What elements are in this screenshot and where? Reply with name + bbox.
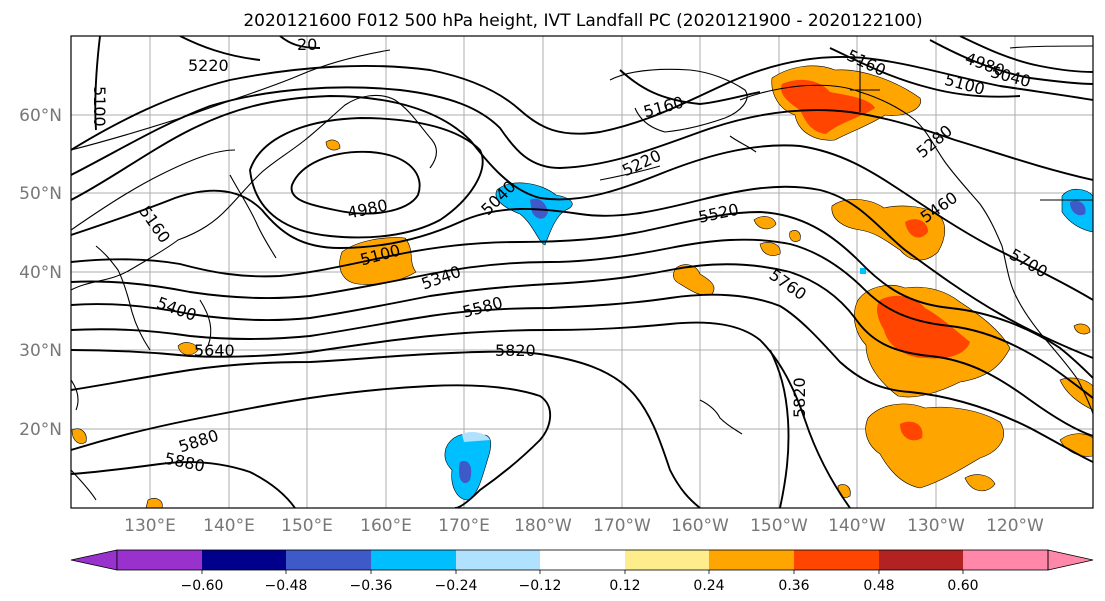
coastlines <box>71 45 1093 501</box>
height-contours <box>71 36 1093 508</box>
lon-tick-label: 140°W <box>828 516 886 536</box>
colorbar-segment <box>371 550 456 570</box>
colorbar-tick-label: 0.12 <box>609 578 640 594</box>
colorbar-segment <box>456 550 540 570</box>
colorbar-tick-label: −0.24 <box>435 578 478 594</box>
lon-tick-label: 120°W <box>986 516 1044 536</box>
lat-tick-label: 30°N <box>19 341 62 361</box>
colorbar-tick-label: −0.60 <box>181 578 224 594</box>
colorbar-segment <box>879 550 963 570</box>
contour-label: 20 <box>297 35 317 54</box>
lat-tick-label: 60°N <box>19 106 62 126</box>
colorbar-tick-label: 0.60 <box>947 578 978 594</box>
lon-tick-label: 180°W <box>514 516 572 536</box>
map-frame <box>70 35 1094 509</box>
lon-tick-label: 170°W <box>593 516 651 536</box>
colorbar-segment <box>117 550 202 570</box>
colorbar-tick-label: 0.48 <box>863 578 894 594</box>
colorbar-frame <box>116 549 1049 571</box>
lon-tick-label: 150°E <box>281 516 333 536</box>
colorbar-tick-label: −0.36 <box>350 578 393 594</box>
lon-tick-label: 170°E <box>438 516 490 536</box>
colorbar-tick-label: −0.12 <box>519 578 562 594</box>
colorbar-segment <box>963 550 1048 570</box>
colorbar: −0.60 −0.48 −0.36 −0.24 −0.12 0.12 0.24 … <box>70 549 1094 594</box>
lon-tick-label: 130°E <box>124 516 176 536</box>
colorbar-tick-label: 0.24 <box>693 578 724 594</box>
lon-tick-label: 150°W <box>750 516 808 536</box>
longitude-labels: 130°E 140°E 150°E 160°E 170°E 180°W 170°… <box>124 516 1044 536</box>
latitude-labels: 60°N 50°N 40°N 30°N 20°N <box>19 106 62 440</box>
lon-tick-label: 140°E <box>203 516 255 536</box>
colorbar-segment <box>625 550 709 570</box>
colorbar-low-extension <box>70 549 118 571</box>
contour-label: 5820 <box>790 377 809 418</box>
map-panel: 5220 5100 5160 4980 5100 5040 5160 5220 … <box>70 35 1094 509</box>
lon-tick-label: 160°E <box>360 516 412 536</box>
contour-label: 5100 <box>90 86 109 127</box>
colorbar-segment <box>286 550 371 570</box>
lat-tick-label: 20°N <box>19 420 62 440</box>
colorbar-tick-label: −0.48 <box>265 578 308 594</box>
contour-label: 5820 <box>495 341 536 360</box>
contour-label: 5220 <box>188 56 229 75</box>
plot-title: 2020121600 F012 500 hPa height, IVT Land… <box>243 11 922 31</box>
colorbar-segment <box>709 550 794 570</box>
ivt-positive-areas <box>71 65 1093 508</box>
colorbar-segment <box>202 550 286 570</box>
colorbar-tick-label: 0.36 <box>778 578 809 594</box>
colorbar-segment <box>540 550 625 570</box>
contour-label: 5640 <box>194 341 235 360</box>
lon-tick-label: 130°W <box>907 516 965 536</box>
colorbar-high-extension <box>1047 549 1094 571</box>
lon-tick-label: 160°W <box>671 516 729 536</box>
lat-tick-label: 40°N <box>19 263 62 283</box>
lat-tick-label: 50°N <box>19 184 62 204</box>
colorbar-segment <box>794 550 879 570</box>
